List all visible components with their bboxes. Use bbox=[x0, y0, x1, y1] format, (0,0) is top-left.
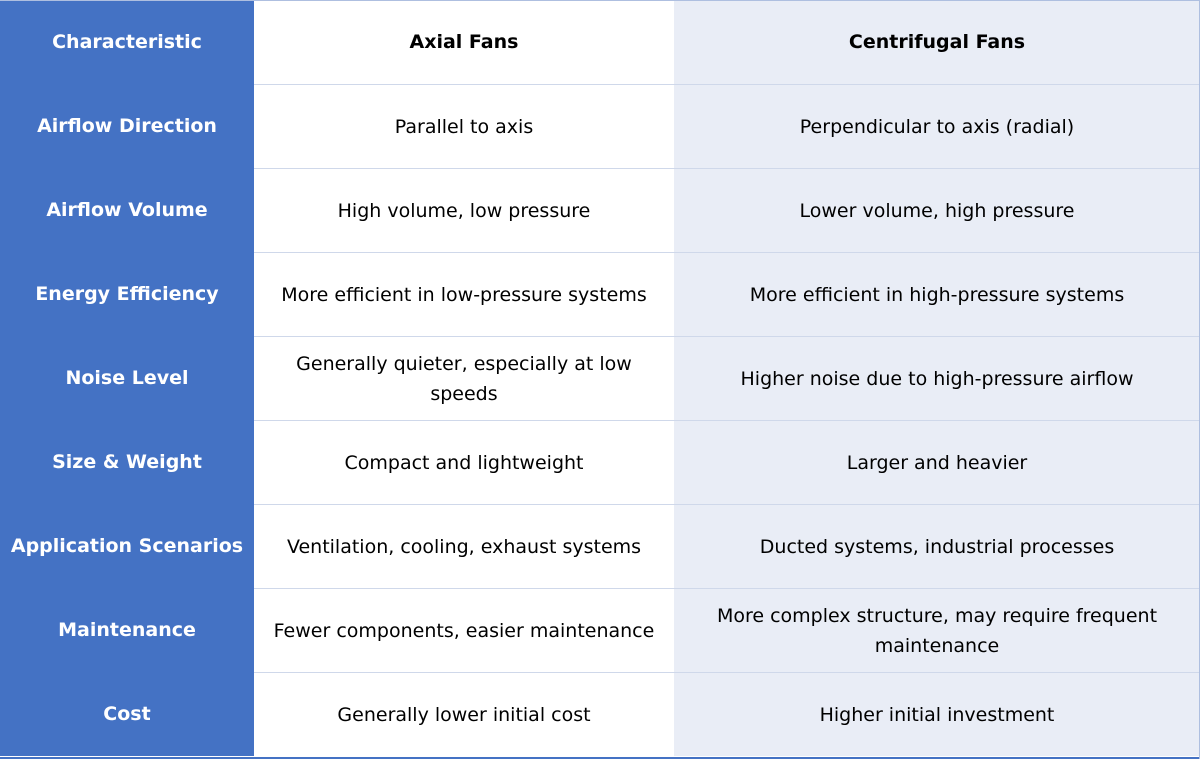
axial-cell: High volume, low pressure bbox=[254, 168, 674, 252]
axial-cell: Parallel to axis bbox=[254, 84, 674, 168]
axial-cell: Generally lower initial cost bbox=[254, 672, 674, 756]
axial-cell: Generally quieter, especially at low spe… bbox=[254, 336, 674, 420]
header-characteristic: Characteristic bbox=[0, 0, 254, 84]
header-centrifugal-fans: Centrifugal Fans bbox=[674, 0, 1200, 84]
centrifugal-cell: Higher initial investment bbox=[674, 672, 1200, 756]
header-axial-fans: Axial Fans bbox=[254, 0, 674, 84]
row-label: Airflow Volume bbox=[0, 168, 254, 252]
row-label: Cost bbox=[0, 672, 254, 756]
centrifugal-cell: Larger and heavier bbox=[674, 420, 1200, 504]
row-label: Noise Level bbox=[0, 336, 254, 420]
centrifugal-cell: Ducted systems, industrial processes bbox=[674, 504, 1200, 588]
axial-cell: Fewer components, easier maintenance bbox=[254, 588, 674, 672]
axial-cell: Compact and lightweight bbox=[254, 420, 674, 504]
axial-cell: Ventilation, cooling, exhaust systems bbox=[254, 504, 674, 588]
row-label: Energy Efficiency bbox=[0, 252, 254, 336]
row-label: Airflow Direction bbox=[0, 84, 254, 168]
row-label: Size & Weight bbox=[0, 420, 254, 504]
row-label: Maintenance bbox=[0, 588, 254, 672]
centrifugal-cell: Lower volume, high pressure bbox=[674, 168, 1200, 252]
centrifugal-cell: Higher noise due to high-pressure airflo… bbox=[674, 336, 1200, 420]
centrifugal-cell: Perpendicular to axis (radial) bbox=[674, 84, 1200, 168]
row-label: Application Scenarios bbox=[0, 504, 254, 588]
centrifugal-cell: More complex structure, may require freq… bbox=[674, 588, 1200, 672]
centrifugal-cell: More efficient in high-pressure systems bbox=[674, 252, 1200, 336]
axial-cell: More efficient in low-pressure systems bbox=[254, 252, 674, 336]
